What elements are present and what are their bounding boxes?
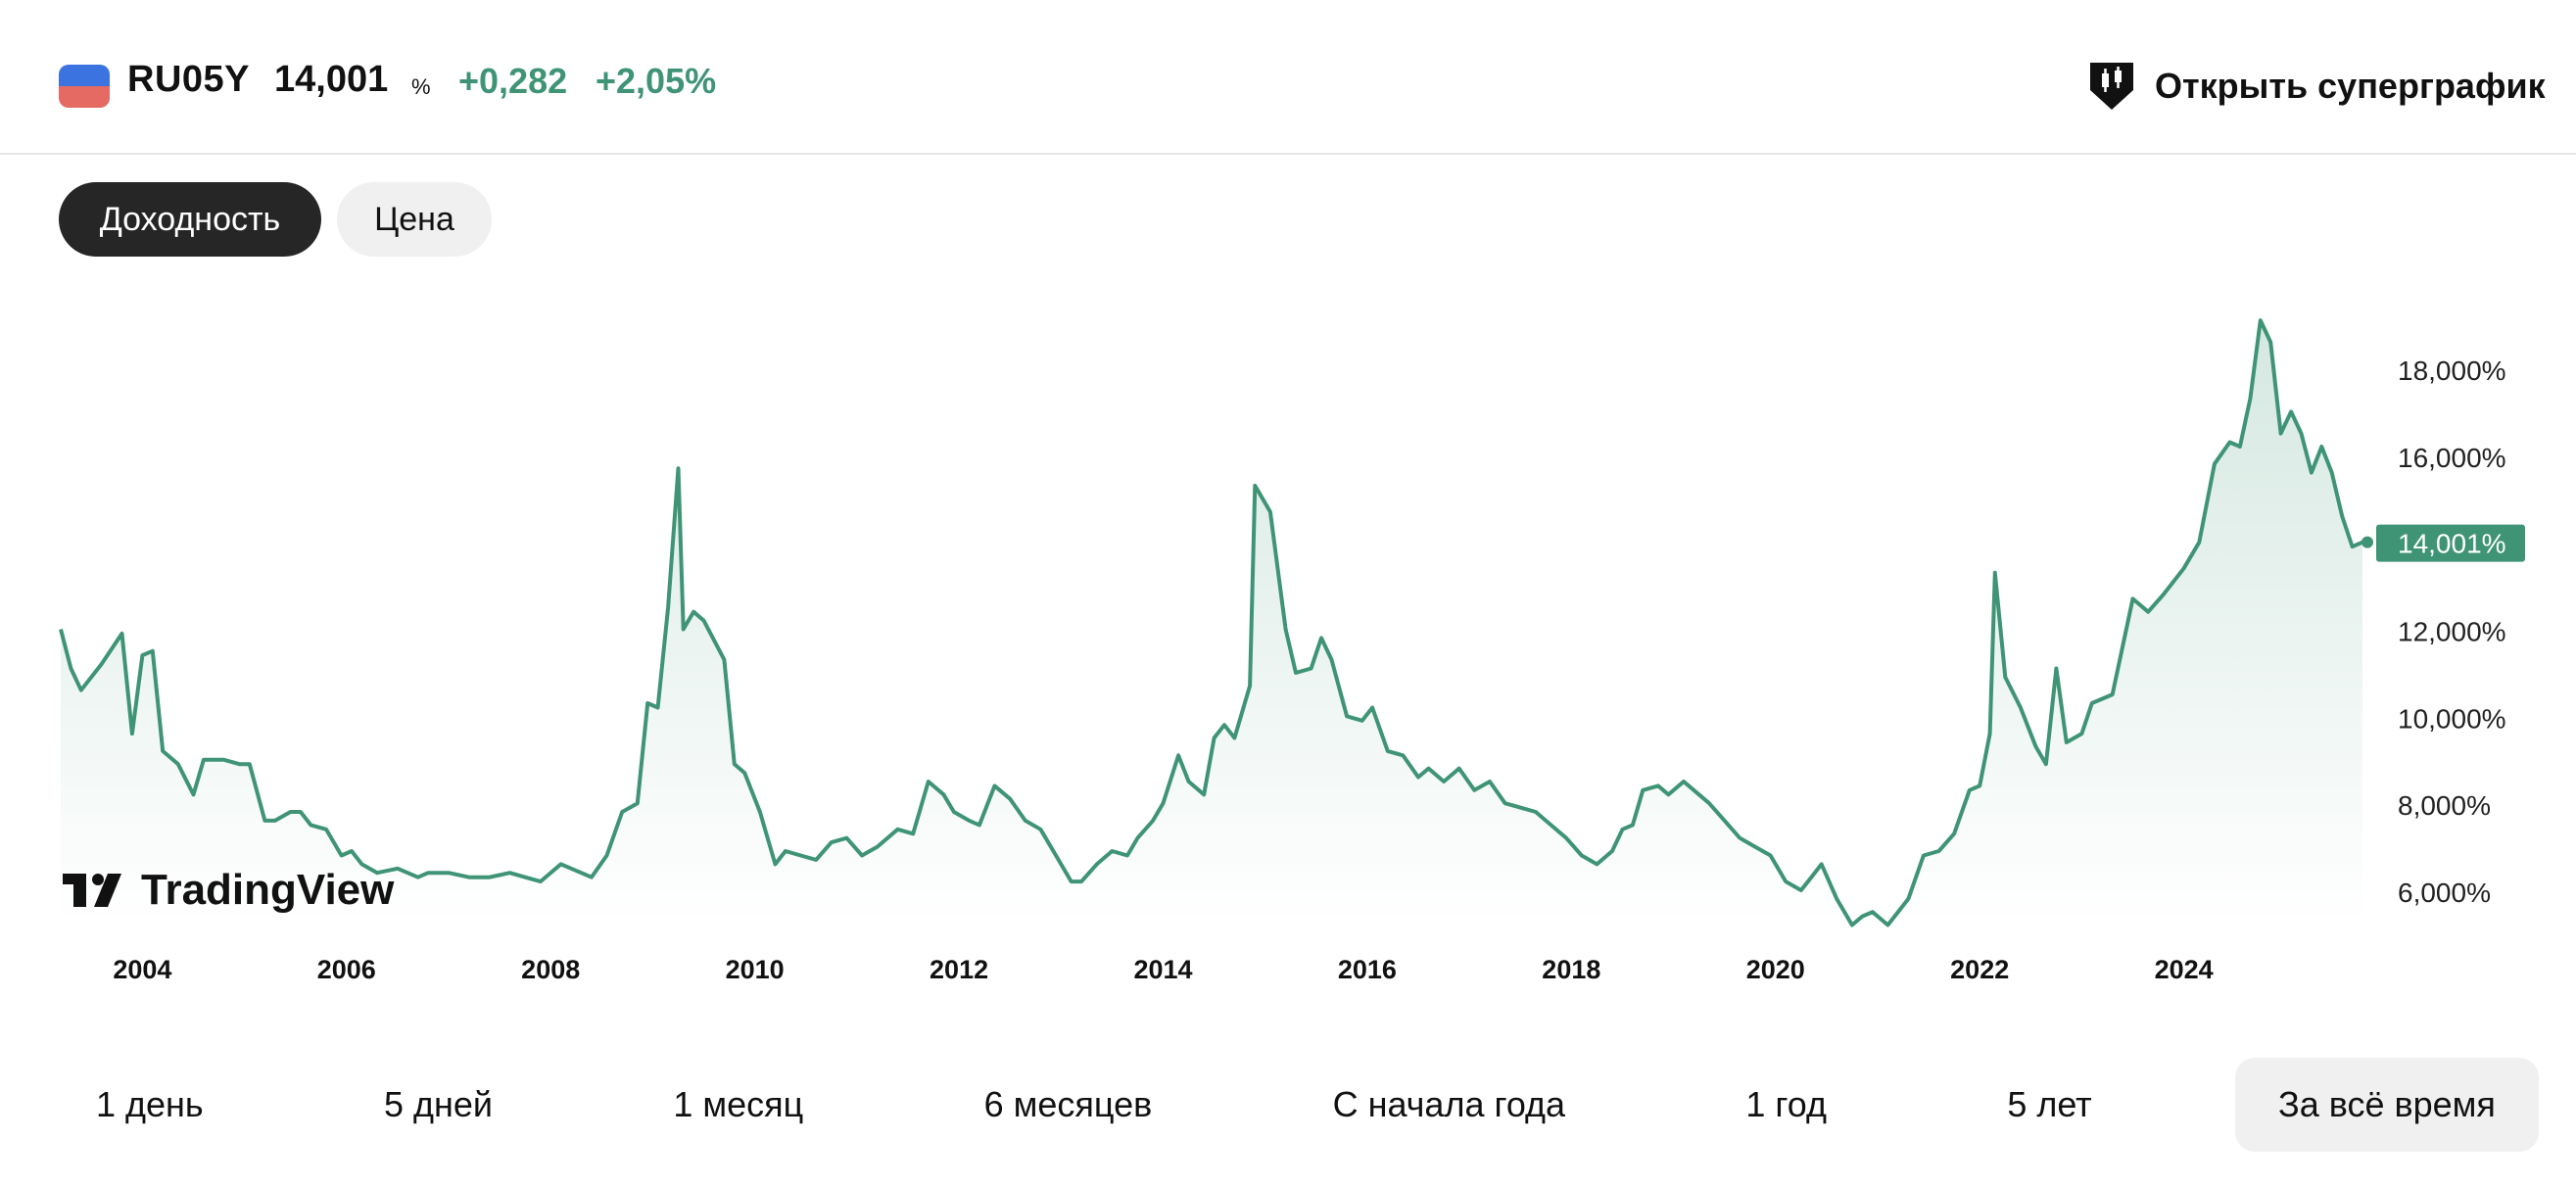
x-tick-label: 2006	[317, 955, 376, 984]
y-tick-label: 6,000%	[2398, 878, 2491, 908]
x-tick-label: 2008	[521, 955, 580, 984]
current-value-label: 14,001%	[2398, 529, 2506, 559]
y-tick-label: 10,000%	[2398, 703, 2506, 734]
y-tick-label: 12,000%	[2398, 617, 2506, 647]
x-tick-label: 2016	[1338, 955, 1397, 984]
flag-band-red	[59, 86, 110, 108]
period-button-3[interactable]: 6 месяцев	[983, 1084, 1153, 1124]
watermark-text: TradingView	[141, 866, 395, 914]
tab-price[interactable]: Цена	[337, 182, 492, 257]
y-tick-label: 8,000%	[2398, 790, 2491, 821]
x-tick-label: 2022	[1950, 955, 2009, 984]
x-tick-label: 2010	[726, 955, 785, 984]
x-tick-label: 2012	[930, 955, 988, 984]
period-button-0[interactable]: 1 день	[96, 1084, 204, 1124]
period-button-2[interactable]: 1 месяц	[673, 1084, 804, 1124]
period-selector: 1 день 5 дней 1 месяц 6 месяцев С начала год…	[59, 1058, 2539, 1152]
current-value-badge	[2376, 524, 2525, 562]
period-button-4[interactable]: С начала года	[1332, 1084, 1566, 1124]
candlestick-tag-icon	[2090, 63, 2133, 110]
change-percent: +2,05%	[596, 61, 717, 101]
period-button-7[interactable]: За всё время	[2234, 1058, 2539, 1152]
header: RU05Y 14,001 % +0,282 +2,05% Открыть суп…	[0, 0, 2576, 155]
x-tick-label: 2024	[2155, 955, 2214, 984]
tradingview-watermark: TradingView	[63, 866, 395, 914]
change-absolute: +0,282	[458, 61, 568, 101]
x-tick-label: 2018	[1542, 955, 1600, 984]
tab-yield[interactable]: Доходность	[59, 182, 321, 257]
x-tick-label: 2014	[1133, 955, 1192, 984]
y-tick-label: 16,000%	[2398, 443, 2506, 473]
last-point-marker	[2361, 536, 2373, 548]
y-tick-label: 18,000%	[2398, 356, 2506, 386]
series-line	[59, 318, 2363, 927]
chart-svg: TradingView 6,000% 8,000% 10,000% 12,000% 14…	[59, 318, 2525, 984]
period-button-5[interactable]: 1 год	[1745, 1084, 1827, 1124]
x-tick-label: 2004	[113, 955, 171, 984]
current-price: 14,001	[274, 59, 389, 100]
flag-band-blue	[59, 65, 110, 86]
price-unit: %	[411, 74, 431, 99]
period-button-1[interactable]: 5 дней	[384, 1084, 494, 1124]
russia-flag-icon	[59, 65, 110, 108]
ticker-symbol: RU05Y	[127, 59, 250, 100]
open-superchart-button[interactable]: Открыть суперграфик	[2082, 57, 2546, 116]
yield-chart: TradingView 6,000% 8,000% 10,000% 12,000% 14…	[0, 274, 2576, 1019]
series-area	[61, 320, 2362, 926]
x-tick-label: 2020	[1746, 955, 1805, 984]
open-superchart-label: Открыть суперграфик	[2155, 66, 2546, 106]
period-button-6[interactable]: 5 лет	[2007, 1084, 2092, 1124]
